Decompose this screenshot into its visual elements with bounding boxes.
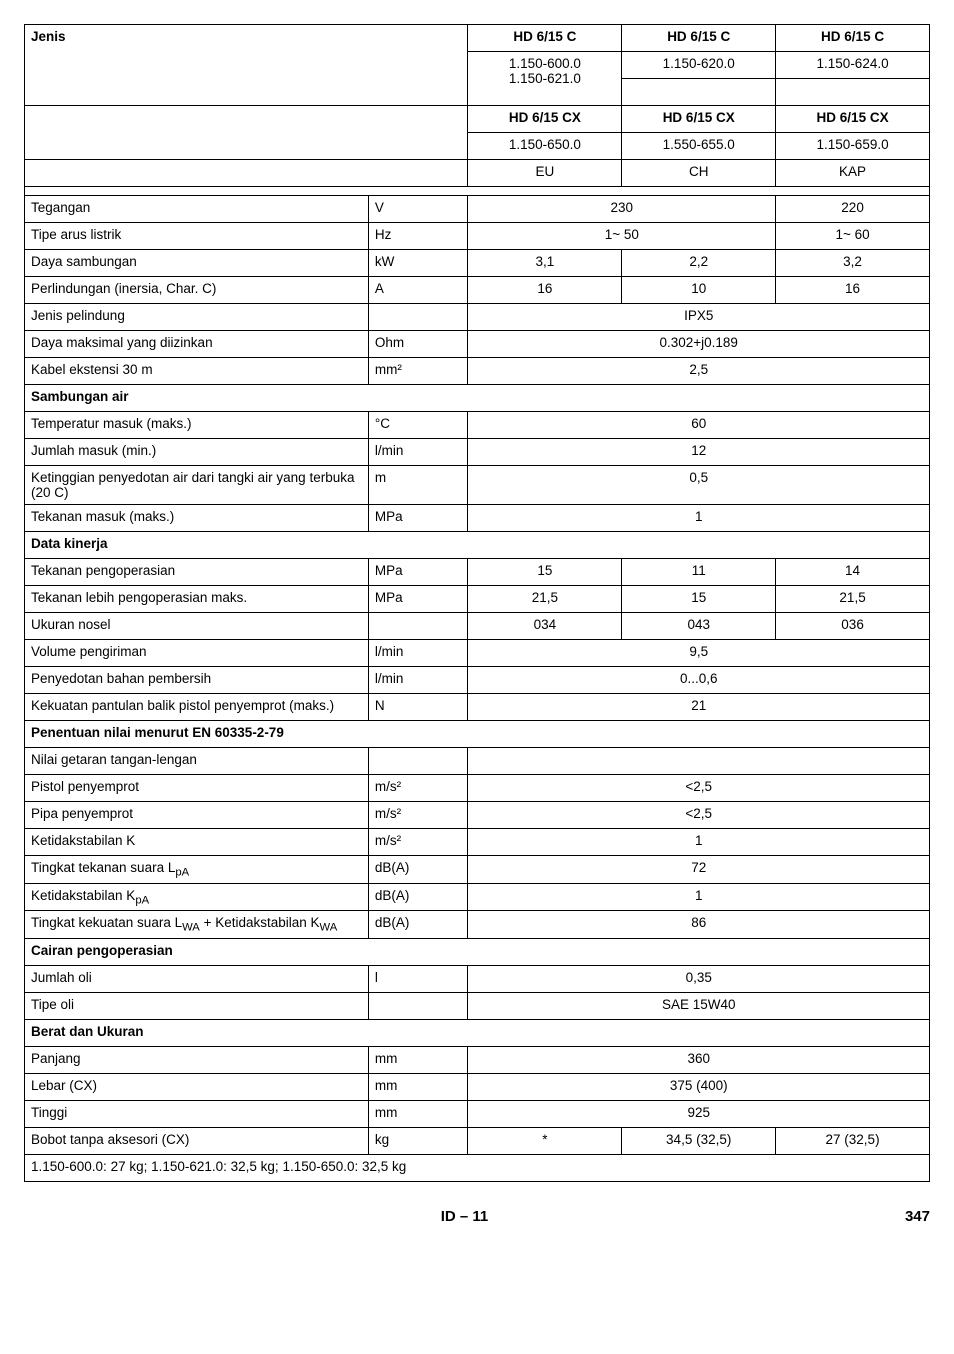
region-eu: EU bbox=[468, 160, 622, 187]
table-row: Tekanan masuk (maks.) MPa 1 bbox=[25, 505, 930, 532]
hd615c-code1: 1.150-600.01.150-621.0 bbox=[468, 52, 622, 106]
table-row: Tingkat kekuatan suara LWA + Ketidakstab… bbox=[25, 911, 930, 939]
table-row: Pipa penyemprot m/s² <2,5 bbox=[25, 802, 930, 829]
hd615c-code2: 1.150-620.0 bbox=[622, 52, 776, 79]
section-berat: Berat dan Ukuran bbox=[25, 1020, 930, 1047]
footnote: 1.150-600.0: 27 kg; 1.150-621.0: 32,5 kg… bbox=[25, 1155, 930, 1182]
table-row: Daya sambungan kW 3,1 2,2 3,2 bbox=[25, 250, 930, 277]
table-row: Jenis pelindung IPX5 bbox=[25, 304, 930, 331]
section-penentuan: Penentuan nilai menurut EN 60335-2-79 bbox=[25, 721, 930, 748]
hd615c-code3: 1.150-624.0 bbox=[776, 52, 930, 79]
table-row: Volume pengiriman l/min 9,5 bbox=[25, 640, 930, 667]
hd615c-2: HD 6/15 C bbox=[622, 25, 776, 52]
region-kap: KAP bbox=[776, 160, 930, 187]
section-sambungan: Sambungan air bbox=[25, 385, 930, 412]
hd615cx-1: HD 6/15 CX bbox=[468, 106, 622, 133]
hd615cx-2: HD 6/15 CX bbox=[622, 106, 776, 133]
table-row: Kekuatan pantulan balik pistol penyempro… bbox=[25, 694, 930, 721]
table-row: Penyedotan bahan pembersih l/min 0...0,6 bbox=[25, 667, 930, 694]
table-row: Jumlah oli l 0,35 bbox=[25, 966, 930, 993]
header-jenis: Jenis bbox=[25, 25, 468, 106]
table-row: Tipe arus listrik Hz 1~ 50 1~ 60 bbox=[25, 223, 930, 250]
table-row: Bobot tanpa aksesori (CX) kg * 34,5 (32,… bbox=[25, 1128, 930, 1155]
section-cairan: Cairan pengoperasian bbox=[25, 939, 930, 966]
table-row: Ketidakstabilan KpA dB(A) 1 bbox=[25, 883, 930, 911]
hd615c-1: HD 6/15 C bbox=[468, 25, 622, 52]
region-ch: CH bbox=[622, 160, 776, 187]
table-row: Tegangan V 230 220 bbox=[25, 196, 930, 223]
table-row: Temperatur masuk (maks.) °C 60 bbox=[25, 412, 930, 439]
table-row: Jumlah masuk (min.) l/min 12 bbox=[25, 439, 930, 466]
table-row: Tekanan lebih pengoperasian maks. MPa 21… bbox=[25, 586, 930, 613]
table-row: Nilai getaran tangan-lengan bbox=[25, 748, 930, 775]
hd615cx-3: HD 6/15 CX bbox=[776, 106, 930, 133]
table-row: Tinggi mm 925 bbox=[25, 1101, 930, 1128]
table-row: Tipe oli SAE 15W40 bbox=[25, 993, 930, 1020]
table-row: Panjang mm 360 bbox=[25, 1047, 930, 1074]
footer-left: ID – 11 bbox=[441, 1208, 489, 1225]
table-row: Daya maksimal yang diizinkan Ohm 0.302+j… bbox=[25, 331, 930, 358]
table-row: Tekanan pengoperasian MPa 15 11 14 bbox=[25, 559, 930, 586]
table-row: Ketidakstabilan K m/s² 1 bbox=[25, 829, 930, 856]
table-row: Pistol penyemprot m/s² <2,5 bbox=[25, 775, 930, 802]
hd615c-3: HD 6/15 C bbox=[776, 25, 930, 52]
table-row: Lebar (CX) mm 375 (400) bbox=[25, 1074, 930, 1101]
table-row: Ukuran nosel 034 043 036 bbox=[25, 613, 930, 640]
table-row: Ketinggian penyedotan air dari tangki ai… bbox=[25, 466, 930, 505]
footer-right: 347 bbox=[905, 1208, 930, 1225]
section-data: Data kinerja bbox=[25, 532, 930, 559]
table-row: Perlindungan (inersia, Char. C) A 16 10 … bbox=[25, 277, 930, 304]
spec-table: Jenis HD 6/15 C HD 6/15 C HD 6/15 C 1.15… bbox=[24, 24, 930, 1182]
table-row: Tingkat tekanan suara LpA dB(A) 72 bbox=[25, 856, 930, 884]
table-row: Kabel ekstensi 30 m mm² 2,5 bbox=[25, 358, 930, 385]
